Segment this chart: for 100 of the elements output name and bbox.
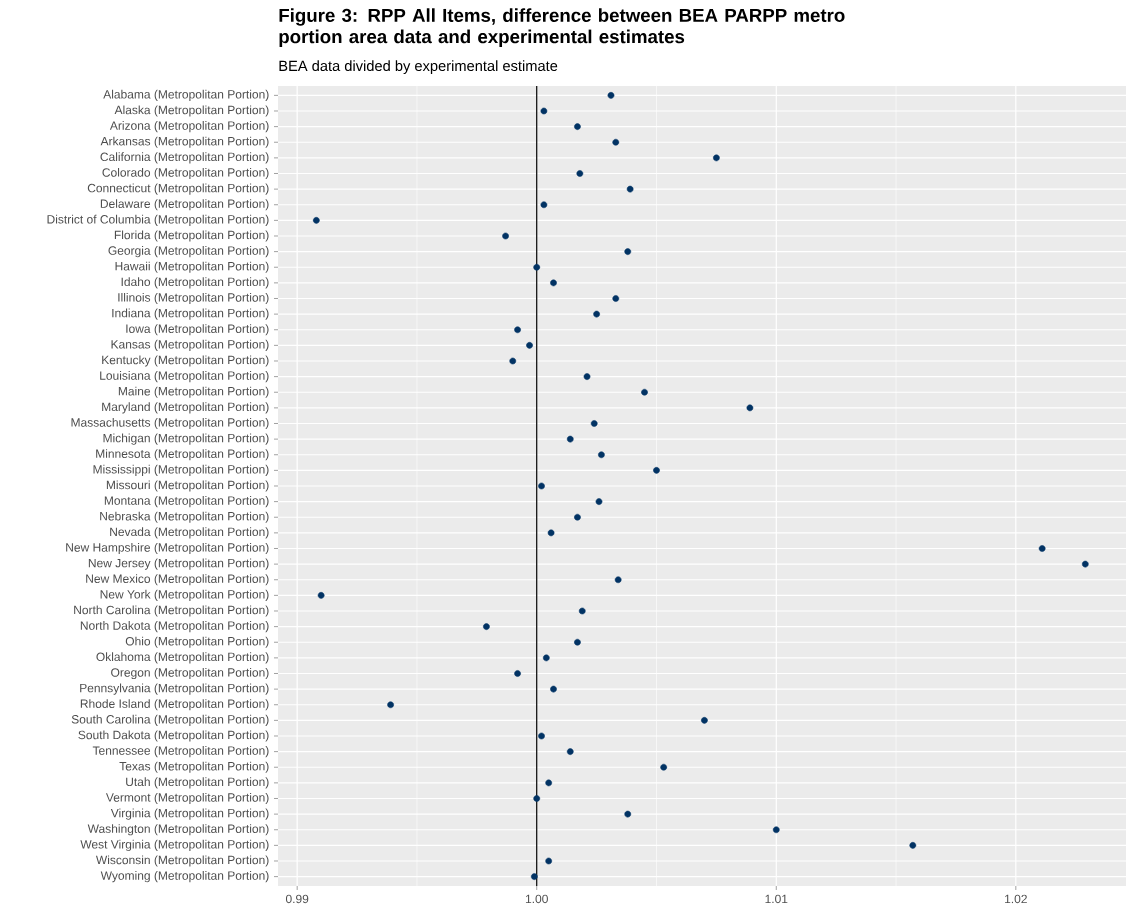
point <box>713 154 720 162</box>
point <box>641 388 648 396</box>
point <box>483 623 490 630</box>
y-tick-label: North Carolina (Metropolitan Portion) <box>74 605 269 617</box>
y-tick-label: Georgia (Metropolitan Portion) <box>108 246 269 258</box>
point <box>583 373 591 380</box>
point <box>550 279 557 287</box>
point <box>660 763 668 771</box>
y-tick-label: Massachusetts (Metropolitan Portion) <box>71 417 269 430</box>
point <box>540 107 548 115</box>
point <box>514 326 521 334</box>
y-tick-label: Indiana (Metropolitan Portion) <box>112 308 269 320</box>
x-tick-label: 1.01 <box>765 894 788 904</box>
point <box>540 201 548 209</box>
y-tick-label: South Dakota (Metropolitan Portion) <box>78 730 269 742</box>
y-tick-label: Kentucky (Metropolitan Portion) <box>102 355 269 367</box>
y-tick-label: Iowa (Metropolitan Portion) <box>126 324 269 336</box>
point <box>607 92 615 99</box>
y-tick-label: Montana (Metropolitan Portion) <box>104 496 269 508</box>
y-tick-label: Louisiana (Metropolitan Portion) <box>100 371 269 383</box>
point <box>387 701 394 709</box>
y-tick-label: Idaho (Metropolitan Portion) <box>121 277 269 289</box>
y-tick-label: West Virginia (Metropolitan Portion) <box>80 839 269 851</box>
point <box>547 529 555 537</box>
point <box>574 123 581 130</box>
y-tick-label: Connecticut (Metropolitan Portion) <box>87 183 269 195</box>
point <box>574 638 581 646</box>
point <box>701 717 708 724</box>
y-tick-label: Alaska (Metropolitan Portion) <box>114 105 269 117</box>
y-tick-label: Ohio (Metropolitan Portion) <box>125 636 269 648</box>
y-tick-label: California (Metropolitan Portion) <box>100 152 269 164</box>
y-tick-label: Pennsylvania (Metropolitan Portion) <box>80 683 269 695</box>
point <box>538 732 545 740</box>
point <box>502 232 509 240</box>
point <box>550 685 557 693</box>
y-tick-label: Missouri (Metropolitan Portion) <box>106 480 269 492</box>
point <box>612 295 620 302</box>
point <box>626 185 634 193</box>
point <box>593 310 600 318</box>
y-tick-label: New York (Metropolitan Portion) <box>100 589 269 601</box>
y-tick-label: New Jersey (Metropolitan Portion) <box>88 558 269 570</box>
y-tick-label: Delaware (Metropolitan Portion) <box>100 199 269 211</box>
point <box>624 810 632 818</box>
chart-title: Figure 3: RPP All Items, difference between BEA PARPP metro portion area data and experimental estimates <box>279 8 845 47</box>
point <box>542 654 550 662</box>
point <box>566 435 574 443</box>
y-tick-label: Tennessee (Metropolitan Portion) <box>92 746 269 758</box>
y-tick-label: Illinois (Metropolitan Portion) <box>118 292 269 305</box>
y-tick-label: Nebraska (Metropolitan Portion) <box>100 511 269 523</box>
y-tick-label: Kansas (Metropolitan Portion) <box>111 339 269 351</box>
y-tick-label: Colorado (Metropolitan Portion) <box>102 167 269 180</box>
point <box>526 342 533 349</box>
y-tick-label: South Carolina (Metropolitan Portion) <box>71 714 269 726</box>
point <box>576 170 584 177</box>
point <box>590 420 598 427</box>
y-tick-label: Alabama (Metropolitan Portion) <box>103 89 269 101</box>
y-tick-label: Maine (Metropolitan Portion) <box>118 386 269 398</box>
x-tick-label: 1.00 <box>525 894 548 904</box>
y-tick-label: Maryland (Metropolitan Portion) <box>102 402 269 414</box>
point <box>533 795 541 802</box>
y-tick-label: Michigan (Metropolitan Portion) <box>103 433 269 445</box>
y-tick-label: Mississippi (Metropolitan Portion) <box>93 464 269 476</box>
y-tick-label: Oregon (Metropolitan Portion) <box>111 667 269 680</box>
y-tick-label: Hawaii (Metropolitan Portion) <box>115 261 269 273</box>
chart-subtitle: BEA data divided by experimental estimate <box>279 60 558 74</box>
y-tick-label: Vermont (Metropolitan Portion) <box>105 792 269 805</box>
point <box>612 138 620 146</box>
y-tick-label: Texas (Metropolitan Portion) <box>119 761 269 773</box>
y-tick-label: Washington (Metropolitan Portion) <box>87 824 269 836</box>
y-tick-label: Florida (Metropolitan Portion) <box>114 230 269 242</box>
y-tick-label: District of Columbia (Metropolitan Portion) <box>47 214 269 226</box>
point <box>530 873 538 880</box>
point <box>313 217 320 224</box>
y-tick-label: Arizona (Metropolitan Portion) <box>109 121 269 133</box>
point <box>578 607 586 615</box>
point <box>598 451 605 459</box>
point <box>746 404 754 412</box>
point <box>545 857 553 865</box>
y-tick-label: Utah (Metropolitan Portion) <box>126 777 269 789</box>
point <box>538 482 545 490</box>
point <box>614 576 622 584</box>
y-tick-label: Minnesota (Metropolitan Portion) <box>96 449 269 461</box>
x-tick-label: 1.02 <box>1005 894 1027 904</box>
point <box>653 467 660 474</box>
point <box>624 248 632 255</box>
y-tick-label: Nevada (Metropolitan Portion) <box>110 527 269 539</box>
point <box>514 670 521 677</box>
y-tick-label: Oklahoma (Metropolitan Portion) <box>96 652 269 664</box>
point <box>574 513 581 521</box>
y-tick-label: North Dakota (Metropolitan Portion) <box>80 621 269 633</box>
x-tick-label: 0.99 <box>285 894 309 904</box>
point <box>1038 545 1046 552</box>
y-tick-label: Wyoming (Metropolitan Portion) <box>100 871 269 883</box>
point <box>909 842 917 849</box>
y-tick-label: Arkansas (Metropolitan Portion) <box>100 136 269 148</box>
y-tick-label: Virginia (Metropolitan Portion) <box>110 808 269 820</box>
point <box>566 748 574 755</box>
point <box>545 779 553 787</box>
y-tick-label: New Mexico (Metropolitan Portion) <box>86 574 269 586</box>
point <box>317 592 325 599</box>
